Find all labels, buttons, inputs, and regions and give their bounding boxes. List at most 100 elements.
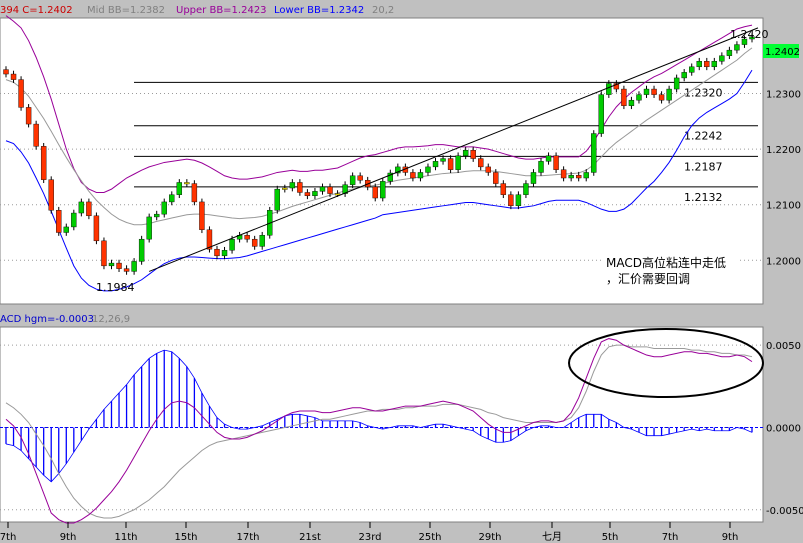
candle-body <box>25 107 32 125</box>
candle-body <box>493 172 499 184</box>
last-price-value: 1.2402 <box>765 47 800 58</box>
candle-body <box>470 150 476 159</box>
x-tick-label: 9th <box>60 532 77 543</box>
candle-body <box>455 155 461 170</box>
candle-body <box>56 210 62 233</box>
candle-body <box>10 73 17 80</box>
candle-body <box>417 172 424 179</box>
candle-body <box>530 172 537 184</box>
candle-body <box>221 250 228 257</box>
candle-body <box>741 38 748 45</box>
upper-bb-readout: Upper BB=1.2423 <box>176 5 267 16</box>
candle-body <box>357 175 363 181</box>
candle-body <box>523 183 529 195</box>
candle-body <box>327 186 333 194</box>
price-tick-label: 1.2100 <box>766 201 801 212</box>
annotation-line-1: MACD高位粘连中走低 <box>606 255 726 270</box>
x-tick-label: 5th <box>602 532 619 543</box>
candle-body <box>184 182 190 185</box>
macd-line <box>5 338 753 524</box>
candle-body <box>244 235 250 240</box>
price-readout: 394 C=1.2402 <box>0 5 73 16</box>
candle-body <box>500 183 507 195</box>
candle-body <box>86 201 92 217</box>
fib-label: 1.2242 <box>684 130 723 143</box>
candle-body <box>387 172 394 182</box>
macd-axis: 0.0050 0.0000 -0.0050 <box>766 341 803 517</box>
macd-histogram <box>0 349 763 483</box>
candle-body <box>372 186 378 199</box>
highlight-ellipse <box>568 328 764 398</box>
upper-band-line <box>5 15 753 193</box>
candle-body <box>553 155 559 170</box>
candle-body <box>606 83 612 95</box>
x-tick-label: 25th <box>419 532 442 543</box>
candle-body <box>191 183 198 203</box>
x-tick-label: 17th <box>237 532 260 543</box>
candle-body <box>71 212 77 228</box>
x-tick-label: 23rd <box>358 532 381 543</box>
macd-tick-label: -0.0050 <box>766 506 803 517</box>
candle-body <box>643 88 650 95</box>
macd-params: 12,26,9 <box>92 314 130 325</box>
candle-body <box>319 186 326 192</box>
candle-body <box>485 166 491 173</box>
candle-body <box>432 161 439 168</box>
candle-body <box>711 61 718 68</box>
candle-body <box>651 88 657 95</box>
candle-body <box>251 238 258 247</box>
x-tick-label: 7th <box>662 532 679 543</box>
x-tick-label: 11th <box>115 532 138 543</box>
candle-body <box>591 133 597 173</box>
candle-body <box>161 201 167 215</box>
candle-body <box>658 94 665 101</box>
candle-body <box>613 83 620 90</box>
candle-body <box>673 77 680 90</box>
candle-body <box>138 238 145 262</box>
histogram-outline <box>5 349 753 483</box>
candle-body <box>538 161 544 173</box>
candle-body <box>40 146 47 180</box>
signal-line <box>5 344 753 519</box>
candle-body <box>689 66 695 73</box>
price-tick-label: 1.2300 <box>766 90 801 101</box>
x-tick-label: 七月 <box>542 531 562 543</box>
candle-body <box>176 182 183 195</box>
candle-body <box>3 69 9 75</box>
candle-body <box>410 172 416 179</box>
candle-body <box>312 191 318 197</box>
candle-body <box>508 194 514 207</box>
candle-body <box>259 235 265 247</box>
trend-line <box>148 27 759 272</box>
candle-body <box>515 194 522 207</box>
x-tick-label: 9th <box>722 532 739 543</box>
candle-body <box>734 44 740 51</box>
candle-body <box>48 179 54 211</box>
candle-body <box>568 175 574 179</box>
candle-body <box>666 88 672 101</box>
lower-band-line <box>5 69 753 292</box>
candle-body <box>214 248 220 257</box>
candle-body <box>18 79 24 108</box>
candle-body <box>334 193 341 196</box>
candle-body <box>621 88 627 106</box>
annotation-box <box>604 252 738 294</box>
x-axis: 7th 9th 11th 15th 17th 21st 23rd 25th 29th 七月 5th 7… <box>0 522 738 543</box>
mid-band-line <box>5 47 753 226</box>
candle-body <box>169 194 175 203</box>
candle-body <box>282 187 288 190</box>
candle-body <box>696 61 702 68</box>
candle-body <box>349 175 356 185</box>
low-label: 1.1984 <box>96 281 135 294</box>
candle-body <box>131 261 137 272</box>
candle-body <box>289 182 296 189</box>
candle-body <box>575 175 582 179</box>
bb-params: 20,2 <box>372 5 394 16</box>
candle-body <box>108 262 115 267</box>
bollinger-bands <box>5 15 753 292</box>
candle-body <box>749 36 755 40</box>
candle-body <box>206 229 213 250</box>
x-tick-label: 21st <box>299 532 321 543</box>
